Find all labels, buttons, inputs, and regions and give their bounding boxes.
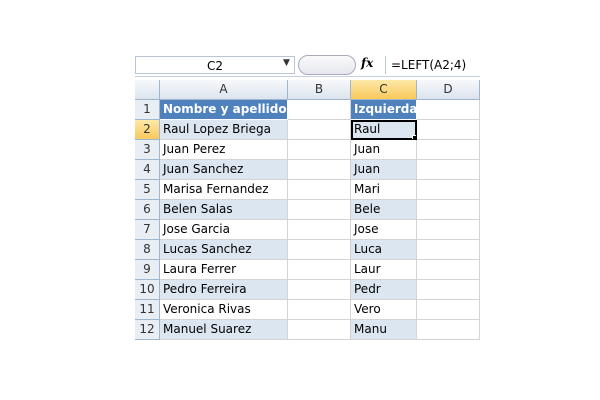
cell-c[interactable]: Luca [351,240,417,260]
table-row: 4 Juan Sanchez Juan [135,160,480,180]
cell-a[interactable]: Raul Lopez Briega [160,120,288,140]
cell-a[interactable]: Juan Sanchez [160,160,288,180]
row-header[interactable]: 2 [135,120,160,140]
row-header[interactable]: 1 [135,100,160,120]
cell-b[interactable] [288,180,351,200]
row-header[interactable]: 11 [135,300,160,320]
cell-a[interactable]: Juan Perez [160,140,288,160]
cell-d[interactable] [417,120,480,140]
cell-a[interactable]: Pedro Ferreira [160,280,288,300]
cell-b1[interactable] [288,100,351,120]
row-header[interactable]: 8 [135,240,160,260]
select-all-button[interactable] [135,80,160,100]
table-row: 2 Raul Lopez Briega Raul [135,120,480,140]
cell-c[interactable]: Mari [351,180,417,200]
cell-d[interactable] [417,280,480,300]
cell-a1[interactable]: Nombre y apellido [160,100,288,120]
cell-b[interactable] [288,120,351,140]
cell-b[interactable] [288,140,351,160]
table-row: 10 Pedro Ferreira Pedr [135,280,480,300]
cell-c[interactable]: Jose [351,220,417,240]
cell-a[interactable]: Belen Salas [160,200,288,220]
cell-b[interactable] [288,160,351,180]
cell-b[interactable] [288,240,351,260]
column-header-c[interactable]: C [351,80,417,100]
active-cell-c2[interactable]: Raul [351,120,417,140]
column-header-d[interactable]: D [417,80,480,100]
table-row: 8 Lucas Sanchez Luca [135,240,480,260]
row-header[interactable]: 7 [135,220,160,240]
cell-d[interactable] [417,220,480,240]
row-header[interactable]: 6 [135,200,160,220]
table-row: 12 Manuel Suarez Manu [135,320,480,340]
cell-b[interactable] [288,280,351,300]
cell-a[interactable]: Marisa Fernandez [160,180,288,200]
spreadsheet-grid: A B C D 1 Nombre y apellido Izquierda 2 … [135,80,480,340]
column-header-a[interactable]: A [160,80,288,100]
cell-d[interactable] [417,320,480,340]
row-header[interactable]: 9 [135,260,160,280]
table-row: 7 Jose Garcia Jose [135,220,480,240]
cell-c[interactable]: Pedr [351,280,417,300]
cell-a[interactable]: Manuel Suarez [160,320,288,340]
cell-c[interactable]: Juan [351,140,417,160]
name-box[interactable]: C2 [135,56,295,74]
cell-a[interactable]: Laura Ferrer [160,260,288,280]
column-header-row: A B C D [135,80,480,100]
cell-d[interactable] [417,180,480,200]
table-row: 6 Belen Salas Bele [135,200,480,220]
cell-b[interactable] [288,320,351,340]
cell-a[interactable]: Veronica Rivas [160,300,288,320]
column-header-b[interactable]: B [288,80,351,100]
cell-b[interactable] [288,260,351,280]
cell-c[interactable]: Vero [351,300,417,320]
formula-input[interactable]: =LEFT(A2;4) [385,56,481,74]
cell-c[interactable]: Juan [351,160,417,180]
row-header[interactable]: 4 [135,160,160,180]
table-row: 3 Juan Perez Juan [135,140,480,160]
cell-c[interactable]: Manu [351,320,417,340]
cell-d[interactable] [417,140,480,160]
cell-d[interactable] [417,200,480,220]
formula-bar: C2 ▼ fx =LEFT(A2;4) [135,54,480,77]
row-header[interactable]: 10 [135,280,160,300]
row-header[interactable]: 12 [135,320,160,340]
cell-d[interactable] [417,300,480,320]
cell-b[interactable] [288,200,351,220]
formula-bar-splitter[interactable] [298,55,356,75]
cell-d[interactable] [417,260,480,280]
cell-d[interactable] [417,240,480,260]
insert-function-icon[interactable]: fx [361,56,374,70]
table-row: 9 Laura Ferrer Laur [135,260,480,280]
row-header[interactable]: 5 [135,180,160,200]
chevron-down-icon[interactable]: ▼ [283,58,290,68]
table-row: 1 Nombre y apellido Izquierda [135,100,480,120]
cell-c[interactable]: Bele [351,200,417,220]
cell-c[interactable]: Laur [351,260,417,280]
table-row: 5 Marisa Fernandez Mari [135,180,480,200]
cell-a[interactable]: Jose Garcia [160,220,288,240]
table-row: 11 Veronica Rivas Vero [135,300,480,320]
cell-a[interactable]: Lucas Sanchez [160,240,288,260]
cell-d1[interactable] [417,100,480,120]
cell-b[interactable] [288,300,351,320]
cell-d[interactable] [417,160,480,180]
row-header[interactable]: 3 [135,140,160,160]
cell-b[interactable] [288,220,351,240]
cell-c1[interactable]: Izquierda [351,100,417,120]
